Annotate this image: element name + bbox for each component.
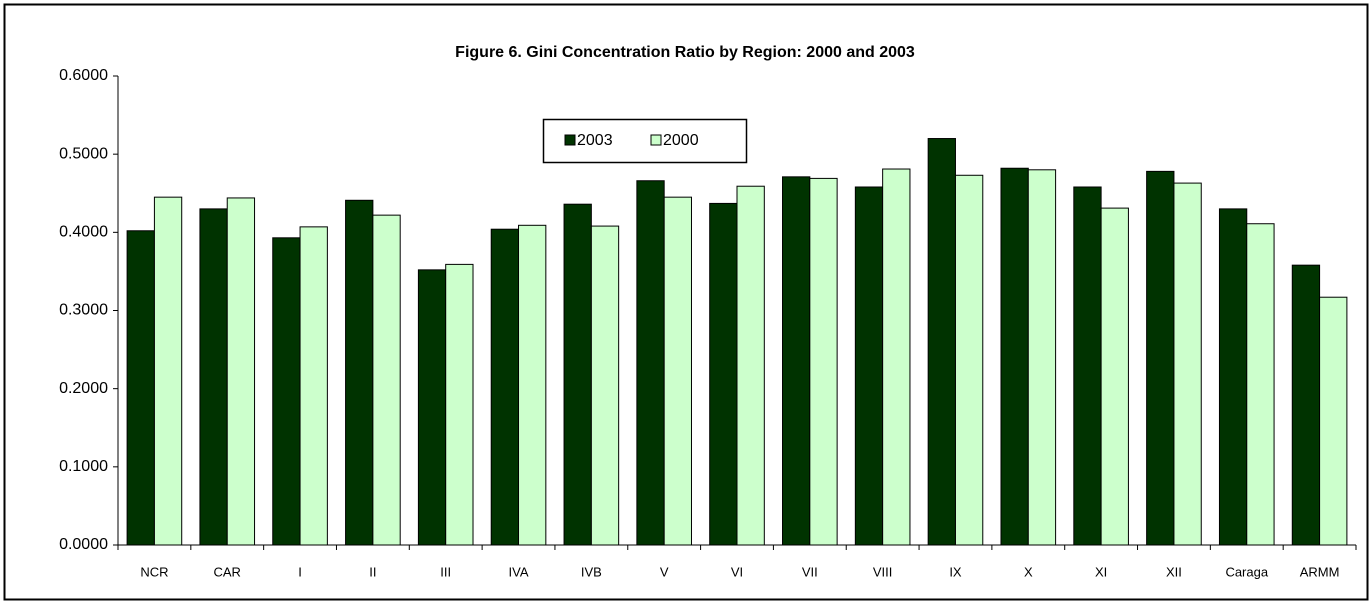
bar: [372, 214, 401, 546]
bar: [782, 176, 811, 546]
bar: [199, 208, 228, 546]
x-tick-label: IVA: [509, 564, 529, 579]
bar: [709, 202, 738, 546]
x-tick-label: XI: [1095, 564, 1107, 579]
bar: [490, 228, 520, 546]
legend-swatch: [564, 134, 576, 146]
bar: [636, 180, 665, 546]
bar: [1173, 182, 1202, 546]
x-tick-label: XII: [1166, 564, 1182, 579]
bar: [126, 230, 155, 546]
bar: [954, 174, 984, 546]
x-tick-label: IX: [949, 564, 962, 579]
y-tick-label: 0.5000: [59, 145, 108, 162]
chart-title: Figure 6. Gini Concentration Ratio by Re…: [455, 44, 915, 61]
bar: [1146, 170, 1175, 546]
x-tick-label: ARMM: [1300, 564, 1340, 579]
bar: [809, 177, 838, 546]
bar: [1218, 208, 1248, 546]
y-tick-label: 0.1000: [59, 458, 108, 475]
bar: [417, 269, 447, 546]
legend-label: 2000: [663, 132, 699, 149]
x-tick-label: CAR: [214, 564, 241, 579]
legend-label: 2003: [577, 132, 613, 149]
bar: [736, 185, 765, 546]
x-tick-label: VIII: [873, 564, 893, 579]
x-tick-label: NCR: [140, 564, 168, 579]
bar: [563, 203, 592, 546]
x-tick-label: Caraga: [1225, 564, 1268, 579]
x-tick-label: VI: [731, 564, 743, 579]
y-tick-label: 0.2000: [59, 380, 108, 397]
legend-swatch: [650, 134, 662, 146]
bar: [345, 199, 374, 546]
bar: [1100, 207, 1129, 546]
bar: [272, 237, 301, 546]
x-tick-label: III: [440, 564, 451, 579]
bar: [518, 224, 547, 546]
bar: [590, 225, 620, 546]
bar: [1319, 296, 1348, 546]
x-tick-label: X: [1024, 564, 1033, 579]
y-tick-label: 0.3000: [59, 302, 108, 319]
bar: [927, 138, 956, 546]
x-tick-label: II: [369, 564, 376, 579]
bar: [445, 263, 474, 546]
bar: [854, 186, 884, 546]
legend-box: [542, 118, 748, 164]
bar: [226, 197, 256, 546]
bar: [1246, 223, 1275, 546]
x-tick-label: VII: [802, 564, 818, 579]
x-tick-label: IVB: [581, 564, 602, 579]
y-tick-label: 0.6000: [59, 67, 108, 84]
bar: [153, 196, 183, 546]
bar: [1291, 264, 1321, 546]
y-tick-label: 0.4000: [59, 224, 108, 241]
bar: [299, 226, 328, 546]
bar: [1027, 169, 1057, 546]
x-tick-label: V: [660, 564, 669, 579]
bar: [882, 168, 911, 546]
bar: [1073, 186, 1102, 546]
bar: [663, 196, 692, 546]
bar: [1000, 167, 1029, 546]
y-tick-label: 0.0000: [59, 536, 108, 553]
x-tick-label: I: [298, 564, 302, 579]
